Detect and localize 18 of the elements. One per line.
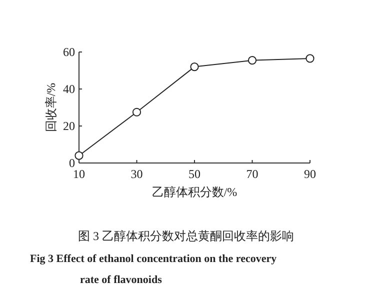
x-tick-label: 30 bbox=[130, 167, 143, 181]
y-tick-label: 0 bbox=[69, 156, 75, 170]
point bbox=[190, 62, 199, 72]
text: Fig 3 Effect of ethanol concentration on the recovery rate of flavonoids bbox=[30, 253, 278, 286]
x-tick-label: 10 bbox=[73, 167, 85, 181]
point bbox=[132, 108, 142, 116]
point bbox=[74, 151, 84, 160]
y-tick-label: 40 bbox=[63, 82, 75, 96]
text: 图 3 乙醇体积分数对总黄酮回收率的影响 bbox=[78, 229, 294, 243]
x-tick-label: 50 bbox=[188, 167, 200, 181]
y-tick-label: 60 bbox=[63, 45, 75, 60]
y-axis-title: 回收率/% bbox=[44, 82, 58, 132]
x-tick-label: 90 bbox=[304, 167, 316, 181]
x-tick-label: 70 bbox=[246, 167, 258, 181]
point bbox=[248, 56, 257, 65]
y-tick-label: 20 bbox=[63, 119, 75, 134]
x-axis-title: 乙醇体积分数/% bbox=[152, 185, 238, 199]
point bbox=[306, 54, 314, 63]
